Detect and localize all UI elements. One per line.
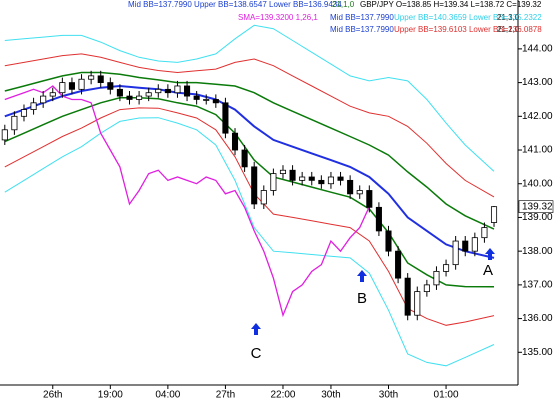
- candle-body: [136, 95, 143, 100]
- candle-body: [164, 88, 171, 94]
- candle-body: [260, 190, 267, 205]
- legend-entry: 21,3,0: [497, 13, 520, 22]
- candle-body: [40, 95, 47, 104]
- candle-body: [155, 88, 162, 94]
- candle-body: [116, 88, 123, 97]
- x-tick-label: 22:00: [270, 390, 295, 401]
- legend-entry: Upper BB=139.6103 Lower BB=136.0878: [394, 25, 542, 34]
- candle-body: [279, 169, 287, 175]
- candle-body: [193, 95, 200, 100]
- arrows: [251, 248, 495, 335]
- candle-body: [481, 227, 488, 239]
- candle-body: [375, 206, 382, 232]
- candle-body: [241, 149, 248, 168]
- y-tick-label: 140.00: [522, 178, 553, 189]
- candle-body: [490, 206, 498, 223]
- candle-body: [443, 264, 450, 272]
- legend-entry: Mid BB=137.7990: [330, 13, 394, 22]
- arrow-up: [251, 323, 261, 335]
- arrow-up: [485, 248, 495, 260]
- candle-body: [308, 176, 315, 181]
- candle-body: [88, 75, 95, 80]
- legend-entry: SMA=139.3200 1,26,1: [238, 13, 318, 22]
- arrow-up: [357, 270, 367, 282]
- y-tick-label: 136.00: [522, 313, 553, 324]
- candle-body: [356, 190, 363, 195]
- candle-body: [184, 85, 191, 97]
- candle-body: [49, 92, 56, 97]
- x-tick-label: 01:00: [434, 390, 459, 401]
- candle-body: [30, 102, 37, 110]
- y-tick-label: 137.00: [522, 280, 553, 291]
- sma-line: [4, 85, 370, 318]
- y-tick-label: 143.00: [522, 77, 553, 88]
- candle-body: [462, 240, 469, 252]
- candle-body: [203, 99, 210, 101]
- x-tick-label: 30th: [379, 390, 398, 401]
- y-tick-label: 135.00: [522, 347, 553, 358]
- candle-body: [68, 82, 75, 90]
- candle-body: [395, 250, 402, 279]
- x-tick-label: 04:00: [155, 390, 180, 401]
- x-tick-label: 27th: [216, 390, 235, 401]
- candle-body: [11, 115, 18, 131]
- candle-body: [414, 291, 421, 316]
- band-line: [4, 24, 495, 172]
- x-tick-label: 30th: [321, 390, 340, 401]
- legend-entry: 21,1,0: [332, 0, 355, 9]
- last-price-box: [518, 200, 554, 213]
- band-line: [4, 84, 495, 259]
- annotation: A: [483, 262, 493, 279]
- candle-body: [126, 95, 133, 100]
- candle-body: [385, 230, 392, 252]
- candle-body: [20, 109, 28, 117]
- band-line: [4, 53, 495, 198]
- last-price-label: 139.32: [522, 201, 553, 212]
- candle-body: [452, 240, 459, 266]
- band-line: [4, 71, 495, 230]
- candle-body: [337, 176, 344, 181]
- y-tick-label: 139.00: [522, 212, 553, 223]
- candle-body: [251, 166, 258, 205]
- legend-entry: Upper BB=140.3659 Lower BB=135.2322: [394, 13, 542, 22]
- legend-entry: Mid BB=137.7990 Upper BB=138.6547 Lower …: [128, 0, 342, 9]
- candle-body: [366, 190, 373, 208]
- candle-body: [423, 284, 430, 293]
- x-tick-label: 26th: [43, 390, 62, 401]
- candle-body: [433, 270, 440, 286]
- y-tick-label: 141.00: [522, 145, 553, 156]
- annotation: B: [357, 290, 367, 307]
- candle-body: [270, 173, 277, 191]
- candle-body: [231, 132, 239, 151]
- candle-body: [318, 179, 325, 185]
- legend-entry: 21,2,0: [497, 25, 520, 34]
- candle-body: [289, 169, 296, 181]
- candle-body: [145, 92, 152, 97]
- y-tick-label: 144.00: [522, 44, 553, 55]
- annotation: C: [251, 345, 262, 362]
- candle-body: [471, 237, 478, 252]
- candle-body: [59, 82, 66, 94]
- candle-body: [1, 129, 8, 141]
- plot-area: [1, 24, 498, 367]
- candle-body: [404, 277, 411, 316]
- candle-body: [78, 78, 85, 90]
- candle-body: [212, 99, 219, 104]
- legend-entry: GBP/JPY O=138.85 H=139.34 L=138.72 C=139…: [360, 0, 542, 9]
- candle-body: [299, 176, 306, 181]
- band-line: [4, 117, 495, 367]
- candle-body: [327, 176, 334, 185]
- candle-body: [222, 102, 229, 134]
- candle-body: [107, 82, 114, 90]
- band-line: [4, 107, 495, 326]
- candle-body: [347, 179, 354, 195]
- y-tick-label: 138.00: [522, 246, 553, 257]
- candle-body: [174, 85, 181, 94]
- candle-body: [97, 75, 104, 83]
- y-tick-label: 142.00: [522, 111, 553, 122]
- x-tick-label: 19:00: [98, 390, 123, 401]
- legend-entry: Mid BB=137.7990: [330, 25, 394, 34]
